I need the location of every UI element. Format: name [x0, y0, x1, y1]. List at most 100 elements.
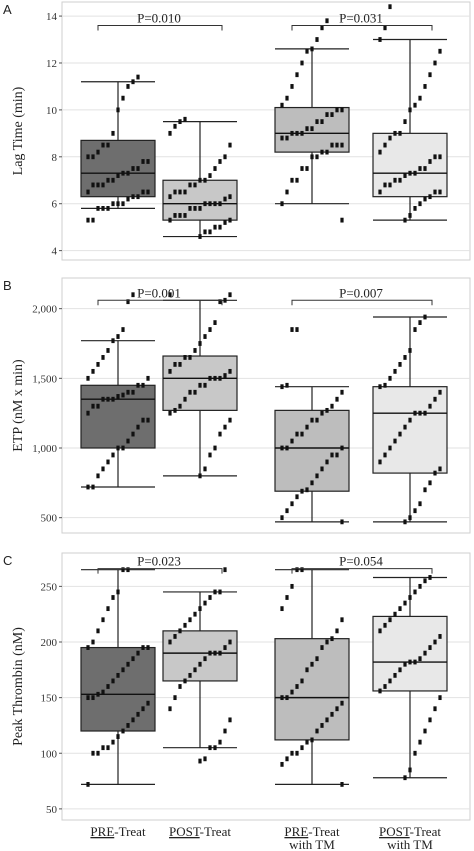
- data-point: [193, 348, 197, 353]
- y-tick-label: 10: [46, 105, 58, 117]
- data-point: [433, 396, 437, 402]
- significance-bracket: [291, 299, 433, 306]
- box-iqr: [372, 615, 448, 692]
- data-point: [228, 368, 232, 374]
- box-group-4: [372, 4, 448, 223]
- data-point: [168, 292, 172, 298]
- data-point: [438, 389, 442, 395]
- data-point: [423, 578, 427, 584]
- data-point: [290, 84, 294, 89]
- y-tick-label: 500: [41, 513, 58, 525]
- x-category-prefix: PRE: [284, 824, 308, 839]
- data-point: [106, 348, 110, 353]
- data-point: [423, 84, 427, 89]
- data-point: [393, 611, 397, 617]
- data-point: [136, 424, 140, 430]
- data-point: [305, 487, 309, 493]
- data-point: [208, 173, 212, 178]
- data-point: [96, 628, 100, 634]
- data-point: [300, 678, 304, 684]
- data-point: [433, 639, 437, 645]
- data-point: [228, 217, 232, 223]
- data-point: [378, 384, 382, 390]
- data-point: [126, 299, 130, 305]
- data-point: [213, 650, 217, 656]
- data-point: [285, 445, 289, 451]
- data-point: [86, 782, 90, 787]
- data-point: [295, 72, 299, 78]
- data-point: [126, 84, 130, 89]
- data-point: [126, 567, 130, 573]
- y-tick-label: 200: [41, 637, 58, 649]
- data-point: [168, 217, 172, 223]
- data-point: [388, 678, 392, 684]
- data-point: [428, 72, 432, 78]
- data-point: [315, 37, 319, 42]
- data-point: [213, 224, 217, 230]
- data-point: [173, 123, 177, 129]
- data-point: [378, 459, 382, 465]
- data-point: [388, 617, 392, 623]
- data-point: [136, 650, 140, 656]
- data-point: [330, 112, 334, 117]
- data-point: [228, 142, 232, 148]
- data-point: [295, 494, 299, 500]
- data-point: [213, 166, 217, 171]
- data-point: [428, 575, 432, 580]
- data-point: [223, 373, 227, 378]
- data-point: [285, 189, 289, 195]
- data-point: [438, 154, 442, 160]
- box-iqr: [162, 630, 238, 682]
- data-point: [101, 745, 105, 751]
- data-point: [91, 368, 95, 374]
- data-point: [315, 119, 319, 125]
- data-point: [413, 750, 417, 756]
- y-axis-label: ETP (nM x min): [11, 359, 26, 452]
- data-point: [178, 213, 182, 218]
- data-point: [305, 424, 309, 430]
- data-point: [280, 201, 284, 207]
- data-point: [208, 375, 212, 381]
- data-point: [280, 102, 284, 108]
- data-point: [223, 728, 227, 734]
- data-point: [86, 154, 90, 160]
- data-point: [403, 355, 407, 360]
- x-category-rest: -Treat: [308, 824, 340, 839]
- data-point: [193, 389, 197, 395]
- data-point: [203, 382, 207, 388]
- data-point: [218, 589, 222, 595]
- data-point: [91, 154, 95, 160]
- p-value-label: P=0.001: [137, 285, 181, 300]
- data-point: [340, 107, 344, 113]
- box-group-2: [162, 116, 238, 239]
- data-point: [408, 170, 412, 176]
- data-point: [198, 661, 202, 667]
- data-point: [213, 745, 217, 751]
- data-point: [173, 695, 177, 701]
- panel-label: A: [3, 2, 12, 17]
- data-point: [310, 661, 314, 667]
- data-point: [121, 445, 125, 451]
- data-point: [418, 95, 422, 101]
- data-point: [398, 177, 402, 183]
- box-iqr: [80, 139, 156, 198]
- data-point: [423, 410, 427, 416]
- data-point: [418, 656, 422, 662]
- data-point: [393, 130, 397, 136]
- y-tick-label: 2,000: [32, 304, 57, 316]
- data-point: [383, 452, 387, 458]
- data-point: [393, 368, 397, 374]
- data-point: [116, 445, 120, 451]
- data-point: [320, 645, 324, 650]
- significance-bracket: [291, 568, 433, 574]
- data-point: [208, 650, 212, 656]
- x-category-prefix: POST: [169, 824, 201, 839]
- data-point: [428, 480, 432, 486]
- data-point: [198, 206, 202, 211]
- data-point: [285, 695, 289, 701]
- data-point: [433, 470, 437, 476]
- data-point: [383, 182, 387, 188]
- data-point: [418, 201, 422, 207]
- data-point: [208, 201, 212, 207]
- data-point: [106, 177, 110, 183]
